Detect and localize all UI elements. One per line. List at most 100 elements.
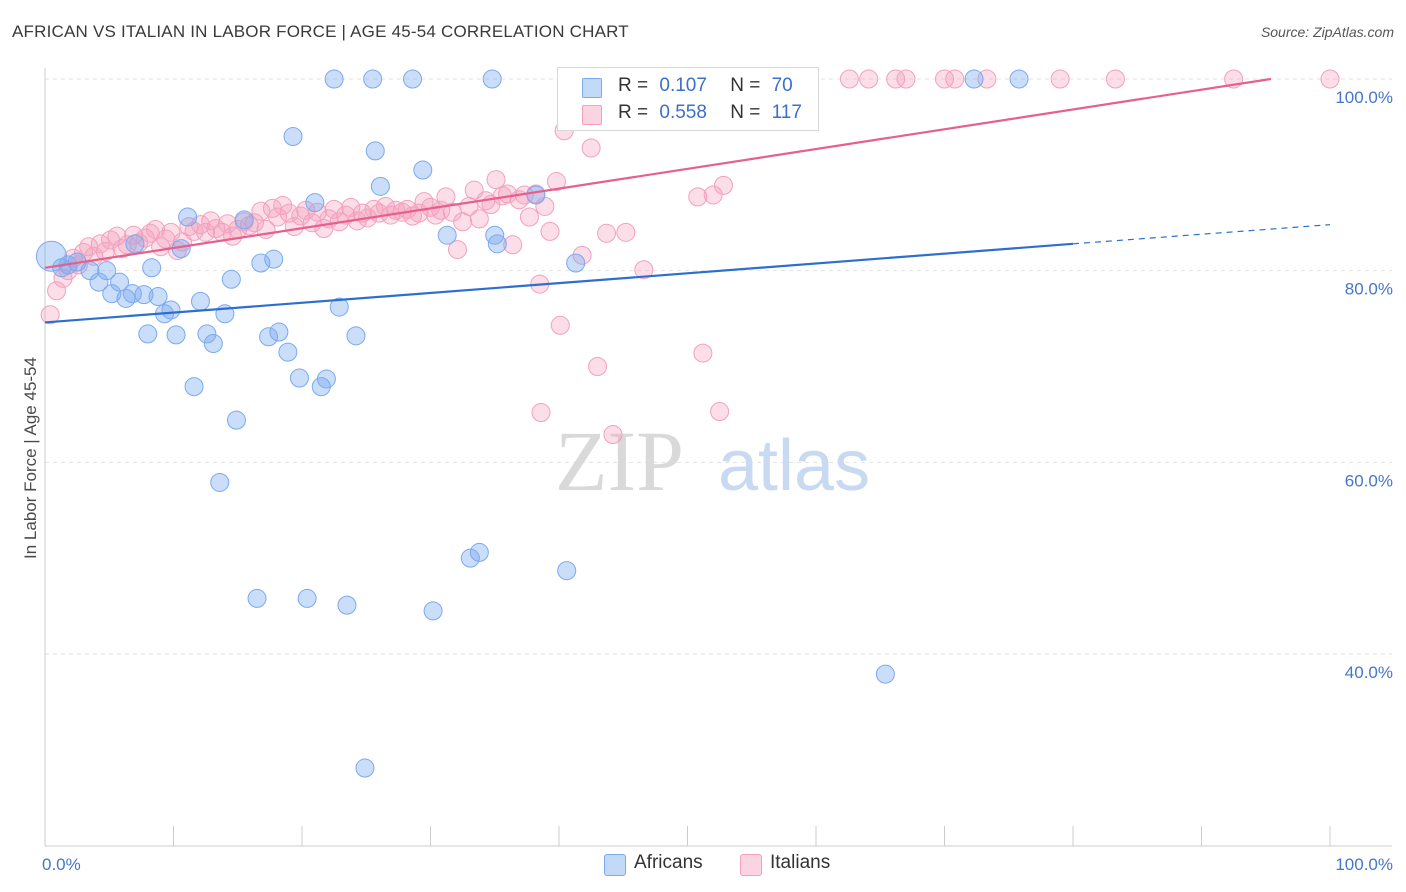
italians-points — [40, 69, 1340, 445]
y-tick-label: 60.0% — [1345, 471, 1393, 490]
italians-point — [503, 235, 523, 255]
legend-n-label: N = — [730, 75, 761, 96]
africans-point — [487, 234, 507, 254]
africans-swatch — [582, 78, 602, 98]
legend-n-label: N = — [730, 102, 761, 123]
africans-point — [469, 542, 489, 562]
africans-point — [437, 225, 457, 245]
italians-point — [117, 235, 137, 255]
legend-box: R = 0.107 N = 70 R = 0.558 N = 117 — [557, 67, 819, 131]
bottom-legend-italians-label: Italians — [770, 852, 831, 873]
africans-point — [125, 234, 145, 254]
africans-point — [203, 334, 223, 353]
axes — [44, 68, 1392, 847]
italians-point — [935, 69, 954, 89]
italians-point — [486, 170, 506, 190]
africans-point — [365, 141, 385, 161]
africans-swatch — [604, 854, 626, 876]
africans-point — [557, 561, 577, 581]
legend-r-label: R = — [618, 102, 649, 123]
africans-point — [964, 69, 984, 89]
italians-point — [550, 315, 570, 335]
italians-point — [364, 199, 384, 219]
italians-point — [713, 175, 733, 195]
legend-n-value: 117 — [771, 102, 802, 123]
africans-point — [403, 69, 423, 89]
chart-title: AFRICAN VS ITALIAN IN LABOR FORCE | AGE … — [12, 22, 629, 41]
italians-point — [634, 260, 654, 280]
africans-trend-extension — [1072, 224, 1331, 245]
italians-point — [447, 240, 467, 260]
italians-point — [273, 196, 293, 215]
legend-n-value: 70 — [771, 75, 793, 96]
africans-point — [234, 210, 254, 230]
italians-point — [156, 229, 176, 249]
x-tick-label: 0.0% — [42, 855, 81, 874]
africans-point — [161, 300, 181, 320]
africans-point — [363, 69, 383, 89]
italians-point — [688, 187, 708, 207]
africans-point — [226, 410, 246, 430]
legend-r-value: 0.107 — [659, 75, 707, 96]
africans-point — [278, 342, 298, 362]
africans-point — [102, 284, 122, 304]
africans-point — [142, 258, 162, 278]
africans-trend-line — [44, 242, 1074, 324]
italians-point — [47, 281, 67, 301]
africans-point — [346, 326, 366, 346]
italians-point — [710, 402, 730, 422]
africans-point — [221, 269, 241, 289]
italians-point — [442, 202, 462, 222]
africans-point — [305, 193, 325, 213]
italians-point — [572, 245, 592, 265]
italians-point — [839, 69, 859, 89]
italians-point — [498, 184, 518, 204]
africans-point — [264, 249, 284, 269]
africans-point — [97, 261, 117, 281]
italians-point — [945, 69, 965, 89]
italians-swatch — [740, 854, 762, 876]
y-tick-label: 100.0% — [1335, 88, 1393, 107]
africans-point — [324, 69, 344, 89]
gridlines — [45, 78, 1392, 655]
africans-points — [35, 69, 1029, 778]
italians-point — [95, 242, 115, 261]
africans-point — [89, 272, 109, 292]
italians-point — [597, 223, 617, 243]
africans-point — [178, 207, 198, 227]
africans-point — [197, 324, 217, 344]
italians-point — [397, 199, 417, 219]
italians-point — [268, 207, 288, 227]
italians-point — [896, 69, 916, 89]
africans-point — [329, 297, 349, 317]
africans-point — [370, 176, 390, 196]
africans-point — [269, 322, 289, 342]
watermark-atlas: atlas — [718, 426, 870, 506]
trend-lines — [44, 77, 1331, 324]
italians-point — [40, 305, 60, 325]
africans-point — [148, 287, 168, 307]
italians-point — [531, 403, 551, 422]
italians-point — [540, 221, 560, 241]
italians-point — [693, 343, 713, 363]
africans-point — [251, 253, 271, 273]
italians-point — [469, 209, 489, 229]
africans-point — [134, 285, 154, 305]
africans-point — [875, 664, 895, 684]
italians-point — [703, 185, 723, 205]
italians-point — [112, 239, 132, 259]
italians-point — [1050, 69, 1070, 89]
italians-point — [196, 222, 216, 242]
italians-point — [616, 222, 636, 242]
africans-point — [1009, 69, 1029, 89]
italians-trend-line — [44, 77, 1272, 269]
zipatlas-watermark: ZIP atlas — [555, 413, 870, 509]
italians-swatch — [582, 105, 602, 125]
italians-point — [886, 69, 906, 89]
bottom-legend-africans-label: Africans — [634, 852, 703, 873]
africans-point — [259, 327, 279, 347]
africans-point — [138, 324, 158, 344]
legend-r-value: 0.558 — [659, 102, 707, 123]
africans-point — [184, 377, 204, 397]
